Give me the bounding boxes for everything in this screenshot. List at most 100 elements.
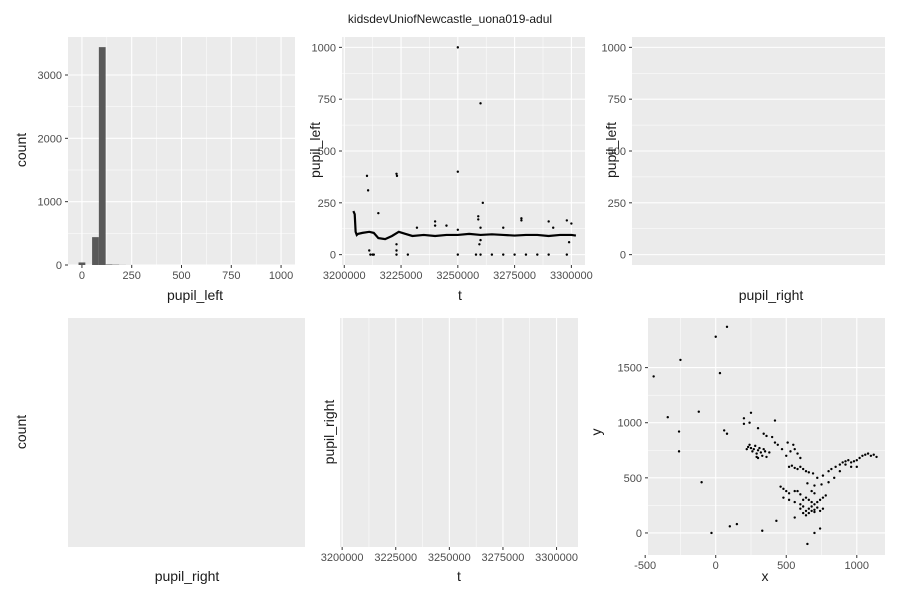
data-point xyxy=(801,467,805,471)
y-tick-label: 1000 xyxy=(618,418,642,430)
x-tick-label: 0 xyxy=(79,270,85,282)
data-point xyxy=(782,496,785,499)
data-point xyxy=(395,174,399,178)
data-point xyxy=(748,421,751,424)
data-point xyxy=(849,465,853,469)
data-point xyxy=(821,507,825,510)
data-point xyxy=(395,172,398,175)
data-point xyxy=(756,456,760,460)
y-tick-label: 3000 xyxy=(38,70,62,82)
data-point xyxy=(816,506,819,509)
data-point xyxy=(787,498,791,502)
x-tick-label: 3300000 xyxy=(550,270,593,282)
x-tick-label: 500 xyxy=(172,270,190,282)
data-point xyxy=(849,461,853,464)
data-point xyxy=(677,430,681,433)
data-point xyxy=(855,465,858,469)
data-point xyxy=(770,435,774,439)
data-point xyxy=(775,519,778,523)
data-point xyxy=(368,249,371,252)
data-point xyxy=(773,441,777,444)
data-point xyxy=(752,447,756,451)
data-point xyxy=(790,464,794,467)
data-point xyxy=(369,253,372,256)
y-tick-label: 1000 xyxy=(312,42,336,54)
data-point xyxy=(762,432,765,435)
y-axis-title: y xyxy=(588,429,604,436)
data-point xyxy=(792,443,795,446)
data-point xyxy=(816,500,819,504)
data-point xyxy=(801,498,805,502)
data-point xyxy=(742,417,746,420)
data-point xyxy=(745,447,748,451)
x-axis-title: x xyxy=(762,568,769,584)
data-point xyxy=(807,507,811,510)
data-point xyxy=(780,447,784,451)
data-point xyxy=(827,470,830,473)
data-point xyxy=(793,466,796,470)
page-title: kidsdevUniofNewcastle_uona019-adul xyxy=(347,12,553,26)
histogram-bar xyxy=(78,262,86,265)
data-point xyxy=(697,410,700,413)
data-point xyxy=(759,451,763,454)
data-point xyxy=(866,452,870,455)
data-point xyxy=(789,450,792,453)
panel-hist_pupil_left: 0 250 500 750 1000 0 1000 2000 3000 pupil_left cou… xyxy=(13,37,295,303)
data-point xyxy=(481,201,485,205)
panel-hist_pupil_right: pupil_right count xyxy=(13,318,305,584)
data-point xyxy=(811,472,815,475)
data-point xyxy=(365,174,369,178)
data-point xyxy=(652,375,655,378)
data-point xyxy=(565,219,569,222)
data-point xyxy=(754,444,757,448)
data-point xyxy=(748,443,751,446)
data-point xyxy=(824,494,827,497)
data-point xyxy=(813,492,816,495)
data-point xyxy=(834,465,837,469)
data-point xyxy=(714,335,717,338)
data-point xyxy=(818,498,822,502)
data-point xyxy=(524,253,528,256)
data-point xyxy=(395,243,398,246)
data-point xyxy=(838,470,842,473)
data-point xyxy=(799,503,802,506)
data-point xyxy=(735,522,739,526)
data-point xyxy=(513,253,516,256)
y-tick-label: 250 xyxy=(318,198,336,210)
x-axis-title: pupil_left xyxy=(167,287,223,303)
x-axis-title: pupil_right xyxy=(739,287,804,303)
data-point xyxy=(813,484,816,487)
data-point xyxy=(841,461,844,464)
data-point xyxy=(433,220,437,223)
y-tick-label: 750 xyxy=(318,94,336,106)
data-point xyxy=(751,450,754,453)
y-axis-title: pupil_right xyxy=(321,400,337,465)
x-tick-label: 3275000 xyxy=(493,270,536,282)
data-point xyxy=(490,253,494,256)
x-tick-label: 3250000 xyxy=(436,270,479,282)
panel-background xyxy=(340,318,578,547)
data-point xyxy=(456,46,460,49)
panel-scatter_t_pupil_right: 3200000 3225000 3250000 3275000 3300000 t pupi… xyxy=(321,318,578,584)
data-point xyxy=(547,253,550,256)
data-point xyxy=(445,224,448,227)
data-point xyxy=(810,489,813,493)
data-point xyxy=(806,542,809,546)
data-point xyxy=(677,450,681,453)
data-point xyxy=(827,481,830,484)
data-point xyxy=(479,102,482,105)
dense-point-band xyxy=(352,210,577,241)
histogram-bar xyxy=(92,237,99,265)
data-point xyxy=(793,447,796,451)
data-point xyxy=(793,516,796,519)
data-point xyxy=(773,419,777,422)
x-axis-title: pupil_right xyxy=(155,568,220,584)
data-point xyxy=(756,427,760,430)
data-point xyxy=(810,509,813,513)
data-point xyxy=(536,253,539,256)
y-tick-label: 0 xyxy=(636,528,642,540)
panel-scatter_x_y: -500 0 500 1000 0 500 1000 1500 x y xyxy=(588,318,885,584)
y-tick-label: 2000 xyxy=(38,133,62,145)
x-tick-label: -500 xyxy=(634,560,656,572)
data-point xyxy=(855,459,858,462)
